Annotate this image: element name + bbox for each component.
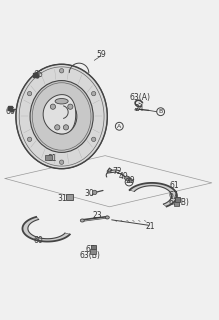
Text: B: B [159, 109, 163, 114]
FancyBboxPatch shape [65, 194, 73, 200]
Text: 72: 72 [112, 167, 122, 176]
Text: 24: 24 [134, 104, 144, 113]
Text: 63(B): 63(B) [169, 198, 190, 207]
Circle shape [92, 137, 96, 141]
Text: 67: 67 [85, 245, 95, 254]
Ellipse shape [16, 64, 107, 169]
FancyBboxPatch shape [90, 249, 95, 254]
Circle shape [92, 92, 96, 96]
FancyBboxPatch shape [175, 197, 180, 202]
Circle shape [125, 176, 129, 180]
Ellipse shape [105, 216, 109, 219]
Text: 30: 30 [84, 189, 94, 198]
Circle shape [27, 137, 32, 141]
Ellipse shape [55, 99, 68, 104]
Circle shape [68, 104, 73, 109]
FancyBboxPatch shape [91, 245, 96, 249]
Polygon shape [23, 217, 70, 242]
Circle shape [59, 160, 64, 164]
Circle shape [50, 104, 56, 109]
Text: 49: 49 [119, 172, 129, 181]
Text: 66: 66 [6, 107, 15, 116]
Text: 63(A): 63(A) [129, 93, 150, 102]
FancyBboxPatch shape [45, 156, 52, 160]
Ellipse shape [46, 99, 77, 134]
Circle shape [27, 92, 32, 96]
Text: 21: 21 [145, 222, 155, 231]
Circle shape [59, 68, 64, 73]
Circle shape [92, 190, 97, 195]
Ellipse shape [58, 112, 65, 121]
Text: 23: 23 [93, 211, 102, 220]
Polygon shape [130, 183, 177, 206]
Text: 66: 66 [34, 69, 44, 78]
Ellipse shape [80, 219, 84, 222]
Text: 31: 31 [58, 194, 67, 203]
Circle shape [63, 125, 69, 130]
Text: B: B [127, 180, 131, 184]
Circle shape [55, 125, 60, 130]
Text: 29: 29 [125, 176, 135, 185]
Text: 67: 67 [169, 191, 178, 200]
FancyBboxPatch shape [174, 202, 179, 206]
Text: 81: 81 [47, 155, 57, 164]
Text: 60: 60 [34, 236, 44, 245]
Polygon shape [43, 95, 76, 134]
Text: 61: 61 [170, 180, 180, 189]
Text: 59: 59 [96, 50, 106, 59]
Text: A: A [117, 124, 121, 129]
Ellipse shape [30, 81, 93, 152]
Text: 63(B): 63(B) [79, 251, 100, 260]
